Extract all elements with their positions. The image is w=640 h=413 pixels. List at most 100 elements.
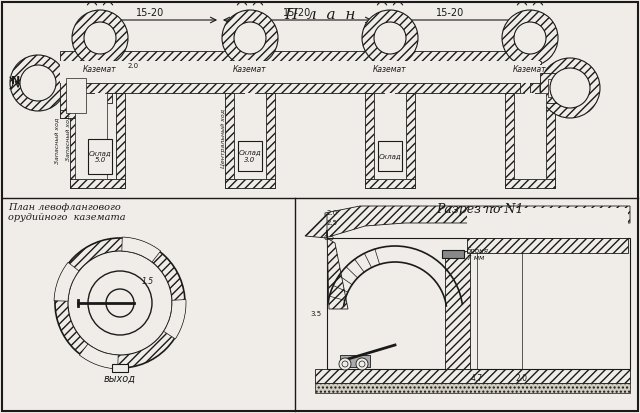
Text: 15-20: 15-20 [136,8,164,18]
Polygon shape [325,206,630,238]
Bar [89,61,111,64]
Bar [60,78,68,118]
Bar [406,93,415,188]
Bar [385,93,395,103]
Bar [94,60,106,65]
Bar [238,141,262,171]
Circle shape [234,22,266,54]
Bar [60,61,540,83]
Bar [445,251,470,369]
Bar [70,93,84,188]
Bar [244,60,256,65]
Bar [66,78,86,113]
Polygon shape [315,383,630,393]
Text: Склад
3.0: Склад 3.0 [239,150,261,162]
Text: Склад
5.0: Склад 5.0 [88,150,111,164]
Text: броня
7 мм: броня 7 мм [467,247,489,261]
Bar [234,93,266,179]
Circle shape [374,22,406,54]
Circle shape [356,358,368,370]
Bar [519,61,541,64]
Text: 2.5: 2.5 [327,220,338,226]
Bar [467,208,628,238]
Bar [95,93,105,103]
Bar [60,51,540,61]
Text: 2.0: 2.0 [327,210,338,216]
Text: Центральный ход: Центральный ход [221,109,225,168]
Bar [116,93,125,188]
Text: 0.5: 0.5 [323,235,335,241]
Bar [525,93,535,103]
Text: 3.5: 3.5 [311,311,322,317]
Text: План левофлангового
орудийного  каземата: План левофлангового орудийного каземата [8,203,125,222]
Circle shape [88,271,152,335]
Circle shape [84,22,116,54]
Bar [546,93,555,188]
Circle shape [72,10,128,66]
Bar [518,93,542,103]
Circle shape [362,10,418,66]
Wedge shape [79,344,118,369]
Bar [225,179,275,188]
Bar [540,73,570,103]
Text: Склад: Склад [379,153,401,159]
Text: N: N [11,76,20,86]
Circle shape [106,289,134,317]
Bar [327,238,630,369]
Bar [442,250,464,258]
Bar [524,60,536,65]
Circle shape [68,251,172,355]
Wedge shape [122,237,161,262]
Bar [374,93,406,179]
Text: Разрез по N1: Разрез по N1 [436,203,524,216]
Text: 2.0: 2.0 [128,63,139,69]
Circle shape [10,55,66,111]
Bar [315,369,630,383]
Bar [384,60,396,65]
Circle shape [514,22,546,54]
Bar [238,93,262,103]
Bar [75,93,107,179]
Bar [60,83,540,93]
Text: Запасный ход: Запасный ход [54,118,60,164]
Polygon shape [305,214,327,238]
Text: Каземат: Каземат [513,66,547,74]
Text: 1.5: 1.5 [142,276,154,285]
Wedge shape [54,262,79,301]
Polygon shape [327,230,348,309]
Bar [88,93,112,103]
Bar [88,139,112,174]
Text: выход: выход [104,374,136,384]
Bar [378,141,402,171]
Circle shape [540,58,600,118]
Bar [60,110,95,118]
Bar [379,61,401,64]
Text: Каземат: Каземат [373,66,407,74]
Bar [225,93,234,188]
Text: 15-20: 15-20 [284,8,312,18]
Bar [514,93,546,179]
Text: 4.7: 4.7 [471,374,483,383]
Circle shape [339,358,351,370]
Wedge shape [164,299,186,339]
Text: П  л  а  н: П л а н [284,8,356,22]
Circle shape [502,10,558,66]
Text: 2.0: 2.0 [516,374,528,383]
Bar [548,79,562,97]
Bar [266,93,275,188]
Text: Каземат: Каземат [83,66,117,74]
Bar [365,179,415,188]
Circle shape [20,65,56,101]
Text: Каземат: Каземат [233,66,267,74]
Bar [365,93,374,188]
Bar [70,179,125,188]
Text: Запасный ход: Запасный ход [65,115,70,161]
Bar [112,364,128,372]
Circle shape [222,10,278,66]
Bar [239,61,261,64]
Circle shape [550,68,590,108]
Bar [520,78,530,118]
Bar [467,238,628,253]
Text: 15-20: 15-20 [436,8,464,18]
Circle shape [55,238,185,368]
